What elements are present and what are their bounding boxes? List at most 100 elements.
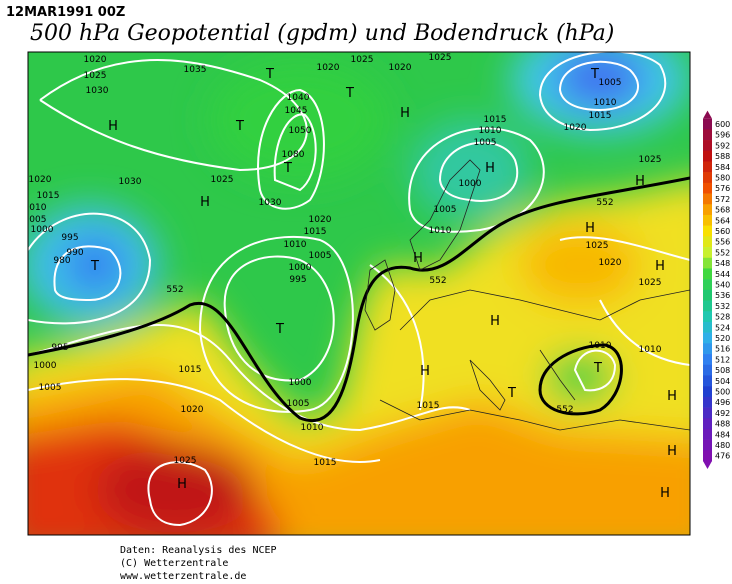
map: 1020 1025 1030 1035 1020 1025 1020 1025 1005 1010… xyxy=(24,52,690,535)
colorbar-cap xyxy=(703,461,712,470)
isobar-label: 552 xyxy=(166,285,183,295)
isobar-label: 1000 xyxy=(31,225,54,235)
pressure-center: T xyxy=(590,67,599,82)
pressure-center: H xyxy=(667,389,677,404)
isobar-label: 1015 xyxy=(179,365,202,375)
colorbar-segment xyxy=(703,386,712,398)
colorbar-segment xyxy=(703,236,712,248)
pressure-center: H xyxy=(655,259,665,274)
colorbar-segment xyxy=(703,247,712,259)
isobar-label: 1020 xyxy=(181,405,204,415)
isobar-label: 1000 xyxy=(289,378,312,388)
isobar-label: 1080 xyxy=(282,150,305,160)
pressure-center: H xyxy=(485,161,495,176)
isobar-label: 1000 xyxy=(34,361,57,371)
contour-552-closed xyxy=(538,343,623,416)
isobar-label: 1025 xyxy=(174,456,197,466)
colorbar-segment xyxy=(703,182,712,194)
colorbar-label: 556 xyxy=(715,238,730,247)
colorbar-label: 496 xyxy=(715,398,730,407)
isobar-label: 980 xyxy=(53,256,70,266)
isobar-label: 1020 xyxy=(29,175,52,185)
isobar-label: 1025 xyxy=(351,55,374,65)
isobar-label: 1035 xyxy=(184,65,207,75)
date: 12MAR1991 00Z xyxy=(6,5,125,20)
colorbar-segment xyxy=(703,354,712,366)
colorbar-label: 568 xyxy=(715,206,730,215)
colorbar-label: 488 xyxy=(715,420,730,429)
colorbar-segment xyxy=(703,140,712,152)
colorbar-segment xyxy=(703,257,712,269)
pressure-center: H xyxy=(177,477,187,492)
pressure-center: T xyxy=(345,86,354,101)
colorbar-segment xyxy=(703,311,712,323)
isobar-label: 1005 xyxy=(39,383,62,393)
isobar-label: 1000 xyxy=(459,179,482,189)
pressure-center: H xyxy=(400,106,410,121)
colorbar-label: 592 xyxy=(715,141,730,150)
pressure-center: H xyxy=(667,444,677,459)
colorbar-label: 492 xyxy=(715,409,730,418)
colorbar-segment xyxy=(703,300,712,312)
isobar-label: 995 xyxy=(51,343,68,353)
colorbar-label: 528 xyxy=(715,313,730,322)
pressure-center: H xyxy=(635,174,645,189)
colorbar-segment xyxy=(703,268,712,280)
footer-line: www.wetterzentrale.de xyxy=(120,571,246,582)
coastlines xyxy=(364,159,690,431)
colorbar-segment xyxy=(703,150,712,162)
colorbar-label: 540 xyxy=(715,281,730,290)
pressure-center: T xyxy=(507,386,516,401)
colorbar-label: 500 xyxy=(715,388,730,397)
colorbar-label: 512 xyxy=(715,355,730,364)
colorbar-label: 524 xyxy=(715,323,730,332)
isobar-label: 990 xyxy=(66,248,83,258)
colorbar-label: 548 xyxy=(715,259,730,268)
colorbar-label: 520 xyxy=(715,334,730,343)
colorbar-segment xyxy=(703,332,712,344)
isobar-label: 1030 xyxy=(119,177,142,187)
map-frame xyxy=(27,51,691,536)
isobar-label: 1025 xyxy=(586,241,609,251)
colorbar-segment xyxy=(703,450,712,462)
isobar-label: 552 xyxy=(429,276,446,286)
isobar-label: 1050 xyxy=(289,126,312,136)
isobar-label: 1015 xyxy=(484,115,507,125)
pressure-center: T xyxy=(265,67,274,82)
pressure-center: T xyxy=(275,322,284,337)
pressure-center: T xyxy=(593,361,602,376)
pressure-center: H xyxy=(490,314,500,329)
isobar-label: 1010 xyxy=(301,423,324,433)
isobar-label: 1005 xyxy=(434,205,457,215)
footer-line: Daten: Reanalysis des NCEP xyxy=(120,545,277,556)
isobar-label: 1020 xyxy=(84,55,107,65)
isobar-label: 1025 xyxy=(211,175,234,185)
isobar-label: 1010 xyxy=(284,240,307,250)
isobar-label: 1025 xyxy=(639,155,662,165)
isobar-label: 1025 xyxy=(639,278,662,288)
isobar-label: 1010 xyxy=(594,98,617,108)
colorbar-segment xyxy=(703,204,712,216)
colorbar-segment xyxy=(703,321,712,333)
isobar-label: 1045 xyxy=(285,106,308,116)
isobar-label: 1040 xyxy=(287,93,310,103)
isobar-label: 1015 xyxy=(589,111,612,121)
isobar-label: 1015 xyxy=(314,458,337,468)
contour-552 xyxy=(28,176,690,423)
colorbar-label: 600 xyxy=(715,120,730,129)
pressure-center: T xyxy=(235,119,244,134)
colorbar-cap xyxy=(703,110,712,119)
isobars xyxy=(28,52,690,527)
isobar-label: 1025 xyxy=(429,53,452,63)
isobar-label: 995 xyxy=(61,233,78,243)
isobar-label: 1005 xyxy=(287,399,310,409)
isobar-label: 1015 xyxy=(37,191,60,201)
colorbar-segment xyxy=(703,418,712,430)
isobar-label: 1005 xyxy=(24,215,47,225)
isobar-label: 1010 xyxy=(24,203,47,213)
colorbar-segment xyxy=(703,118,712,130)
colorbar-label: 560 xyxy=(715,227,730,236)
colorbar-segment xyxy=(703,375,712,387)
colorbar-segment xyxy=(703,279,712,291)
